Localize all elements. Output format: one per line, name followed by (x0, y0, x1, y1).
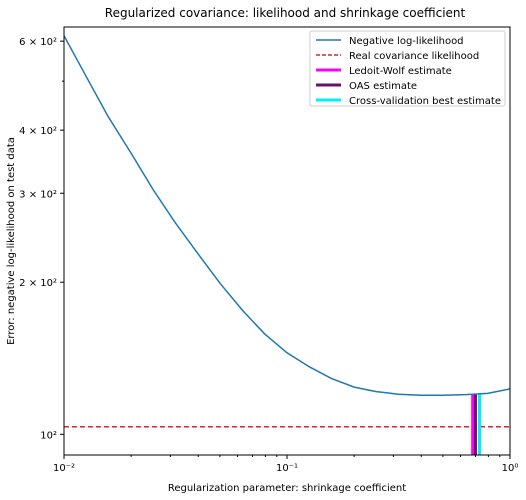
legend-entry-4: Cross-validation best estimate (349, 96, 501, 107)
chart-title: Regularized covariance: likelihood and s… (105, 6, 466, 20)
legend-entry-3: OAS estimate (349, 81, 417, 92)
legend-box (309, 30, 506, 107)
y-tick-label-3: 4 × 10² (19, 126, 57, 137)
series-line-negative-log-likelihood (64, 35, 510, 396)
legend-entry-0: Negative log-likelihood (349, 36, 464, 47)
legend-entry-2: Ledoit-Wolf estimate (349, 66, 452, 77)
x-tick-label-2: 10⁰ (502, 463, 519, 474)
y-tick-label-2: 3 × 10² (19, 189, 57, 200)
x-tick-label-0: 10⁻² (53, 463, 75, 474)
y-axis-label: Error: negative log-likelihood on test d… (6, 137, 17, 345)
legend: Negative log-likelihood Real covariance l… (309, 30, 506, 107)
x-axis-label: Regularization parameter: shrinkage coef… (168, 483, 406, 494)
y-tick-label-0: 10² (40, 430, 57, 441)
plot-area (64, 35, 510, 455)
y-tick-label-1: 2 × 10² (19, 278, 57, 289)
y-tick-label-4: 6 × 10² (19, 37, 57, 48)
y-axis: 10² 2 × 10² 3 × 10² 4 × 10² 6 × 10² (19, 37, 64, 441)
legend-entry-1: Real covariance likelihood (349, 51, 479, 62)
x-axis: 10⁻² 10⁻¹ 10⁰ (53, 455, 518, 474)
x-tick-label-1: 10⁻¹ (276, 463, 298, 474)
